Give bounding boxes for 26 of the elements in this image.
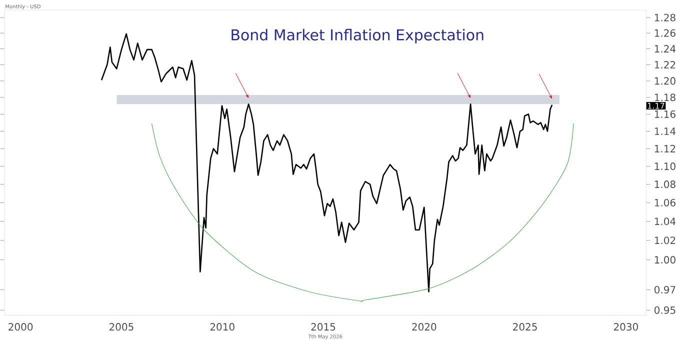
y-tick-label: 1.28 — [654, 14, 676, 22]
y-tick-label: 1.24 — [654, 44, 676, 52]
y-tick-label: 1.16 — [654, 110, 676, 118]
y-tick-label: 1.06 — [654, 198, 676, 206]
y-tick-label: 1.12 — [654, 144, 676, 152]
y-tick-label: 1.14 — [654, 127, 676, 135]
y-tick-label: 1.10 — [654, 162, 676, 170]
y-tick-label: 1.22 — [654, 60, 676, 68]
line-series — [151, 123, 574, 302]
y-tick-label: 1.02 — [654, 236, 676, 244]
y-tick-label: 0.95 — [654, 306, 676, 314]
x-tick-label: 2005 — [110, 322, 134, 330]
y-tick-label: 1.18 — [654, 94, 676, 102]
x-tick-label: 2030 — [614, 322, 638, 330]
x-tick-label: 2015 — [311, 322, 336, 330]
x-tick-label: 2020 — [412, 322, 436, 330]
y-tick-label: 1.08 — [654, 180, 676, 188]
y-tick-label: 1.00 — [654, 256, 676, 264]
x-tick-label: 2010 — [210, 322, 234, 330]
text: Bond Market Inflation Expectation — [232, 28, 484, 44]
y-tick-label: 1.26 — [654, 29, 676, 37]
y-tick-label: 1.04 — [654, 217, 676, 225]
x-tick-label: 2025 — [513, 322, 537, 330]
x-tick-label: 2000 — [8, 322, 33, 330]
y-tick-label: 0.97 — [654, 286, 676, 294]
y-tick-label: 1.20 — [654, 77, 676, 85]
